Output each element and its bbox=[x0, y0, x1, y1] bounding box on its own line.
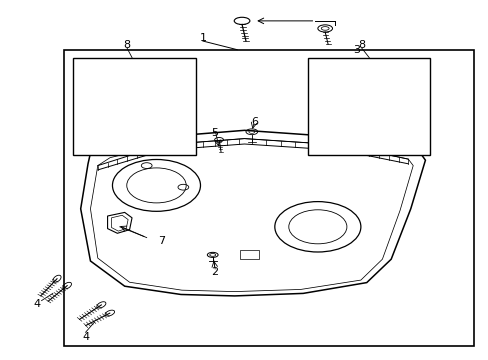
Text: 3: 3 bbox=[353, 45, 360, 55]
Text: 8: 8 bbox=[358, 40, 365, 50]
Bar bbox=[73, 58, 195, 155]
Text: 1: 1 bbox=[199, 33, 206, 43]
Text: 2: 2 bbox=[211, 267, 218, 277]
Bar bbox=[63, 50, 473, 346]
Text: 8: 8 bbox=[123, 40, 130, 50]
Text: 6: 6 bbox=[250, 117, 257, 127]
Text: 4: 4 bbox=[33, 299, 40, 309]
Bar bbox=[307, 58, 429, 155]
Text: 4: 4 bbox=[82, 332, 89, 342]
Text: 5: 5 bbox=[211, 128, 218, 138]
Text: 7: 7 bbox=[158, 236, 164, 246]
Bar bbox=[239, 250, 259, 259]
